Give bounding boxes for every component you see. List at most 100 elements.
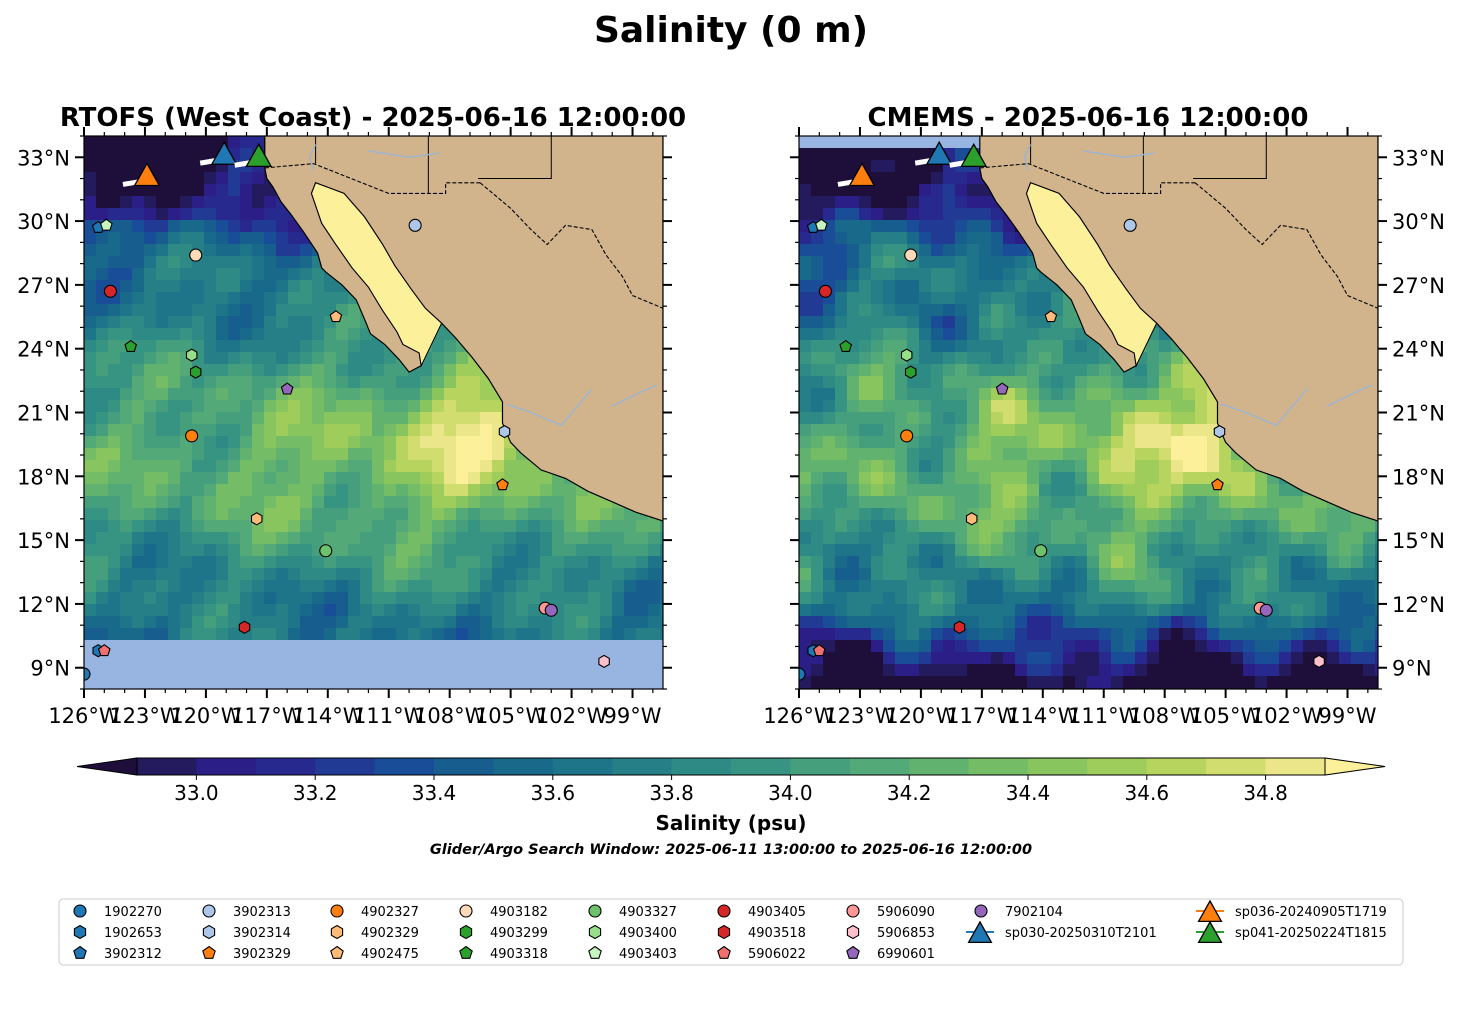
field-cell bbox=[312, 448, 325, 461]
field-cell bbox=[799, 280, 812, 293]
field-cell bbox=[156, 460, 169, 473]
field-cell bbox=[1207, 436, 1220, 449]
field-cell bbox=[871, 484, 884, 497]
field-cell bbox=[564, 616, 577, 629]
field-cell bbox=[552, 580, 565, 593]
field-cell bbox=[1027, 412, 1040, 425]
field-cell bbox=[252, 532, 265, 545]
field-cell bbox=[1147, 568, 1160, 581]
colorbar-segment bbox=[315, 758, 376, 775]
field-cell bbox=[955, 580, 968, 593]
field-cell bbox=[204, 364, 217, 377]
field-cell bbox=[1135, 676, 1148, 689]
field-cell bbox=[1075, 508, 1088, 521]
field-cell bbox=[168, 184, 181, 197]
field-cell bbox=[192, 688, 205, 689]
field-cell bbox=[384, 376, 397, 389]
field-cell bbox=[372, 604, 385, 617]
field-cell bbox=[907, 676, 920, 689]
field-cell bbox=[823, 232, 836, 245]
field-cell bbox=[528, 664, 541, 677]
field-cell bbox=[1123, 604, 1136, 617]
field-cell bbox=[312, 520, 325, 533]
field-cell bbox=[492, 688, 505, 689]
field-cell bbox=[1327, 652, 1340, 665]
field-cell bbox=[372, 436, 385, 449]
field-cell bbox=[456, 640, 469, 653]
field-cell bbox=[1027, 520, 1040, 533]
field-cell bbox=[348, 412, 361, 425]
field-cell bbox=[931, 652, 944, 665]
field-cell bbox=[799, 484, 812, 497]
field-cell bbox=[276, 580, 289, 593]
field-cell bbox=[588, 628, 601, 641]
field-cell bbox=[324, 484, 337, 497]
field-cell bbox=[624, 628, 637, 641]
field-cell bbox=[420, 556, 433, 569]
field-cell bbox=[156, 328, 169, 341]
field-cell bbox=[168, 160, 181, 173]
field-cell bbox=[1039, 484, 1052, 497]
field-cell bbox=[336, 424, 349, 437]
field-cell bbox=[204, 592, 217, 605]
field-cell bbox=[396, 532, 409, 545]
field-cell bbox=[96, 256, 109, 269]
field-cell bbox=[919, 256, 932, 269]
field-cell bbox=[979, 436, 992, 449]
field-cell bbox=[168, 556, 181, 569]
glider-marker-sp036-20240905T1719 bbox=[848, 162, 876, 187]
field-cell bbox=[276, 568, 289, 581]
field-cell bbox=[1219, 460, 1232, 473]
field-cell bbox=[1243, 604, 1256, 617]
field-cell bbox=[180, 532, 193, 545]
field-cell bbox=[228, 328, 241, 341]
field-cell bbox=[408, 484, 421, 497]
field-cell bbox=[1063, 568, 1076, 581]
field-cell bbox=[859, 556, 872, 569]
field-cell bbox=[336, 628, 349, 641]
field-cell bbox=[456, 484, 469, 497]
field-cell bbox=[859, 532, 872, 545]
field-cell bbox=[943, 544, 956, 557]
field-cell bbox=[823, 400, 836, 413]
field-cell bbox=[991, 664, 1004, 677]
field-cell bbox=[408, 520, 421, 533]
field-cell bbox=[228, 628, 241, 641]
field-cell bbox=[1195, 460, 1208, 473]
field-cell bbox=[1147, 340, 1160, 353]
field-cell bbox=[360, 532, 373, 545]
field-cell bbox=[420, 664, 433, 677]
field-cell bbox=[372, 628, 385, 641]
field-cell bbox=[96, 172, 109, 185]
field-cell bbox=[348, 664, 361, 677]
field-cell bbox=[408, 508, 421, 521]
field-cell bbox=[1015, 592, 1028, 605]
field-cell bbox=[943, 232, 956, 245]
field-cell bbox=[120, 400, 133, 413]
field-cell bbox=[847, 676, 860, 689]
field-cell bbox=[1099, 388, 1112, 401]
field-cell bbox=[132, 640, 145, 653]
field-cell bbox=[312, 556, 325, 569]
field-cell bbox=[835, 376, 848, 389]
field-cell bbox=[1231, 652, 1244, 665]
field-cell bbox=[1255, 508, 1268, 521]
field-cell bbox=[1039, 436, 1052, 449]
field-cell bbox=[835, 508, 848, 521]
field-cell bbox=[895, 568, 908, 581]
field-cell bbox=[444, 676, 457, 689]
field-cell bbox=[823, 628, 836, 641]
field-cell bbox=[1147, 688, 1160, 689]
field-cell bbox=[168, 412, 181, 425]
panel-title-cmems: CMEMS - 2025-06-16 12:00:00 bbox=[868, 103, 1309, 133]
field-cell bbox=[288, 520, 301, 533]
field-cell bbox=[156, 472, 169, 485]
field-cell bbox=[612, 604, 625, 617]
field-cell bbox=[1195, 544, 1208, 557]
field-cell bbox=[1183, 472, 1196, 485]
field-cell bbox=[564, 592, 577, 605]
field-cell bbox=[859, 436, 872, 449]
field-cell bbox=[1039, 400, 1052, 413]
field-cell bbox=[1219, 448, 1232, 461]
field-cell bbox=[1375, 520, 1378, 533]
